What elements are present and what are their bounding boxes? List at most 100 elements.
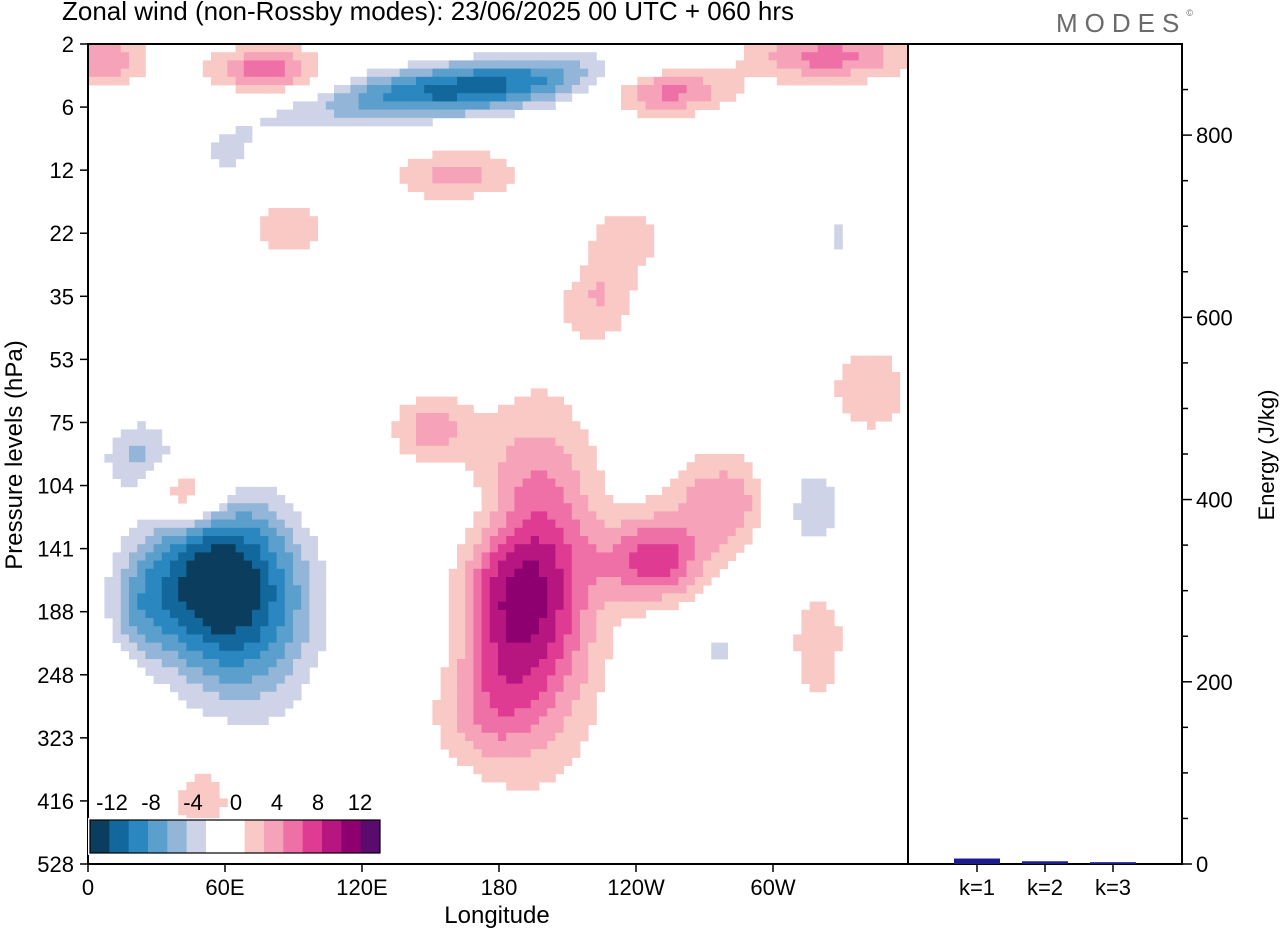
heatmap-cell: [817, 618, 827, 627]
heatmap-cell: [268, 626, 277, 635]
heatmap-cell: [719, 560, 728, 570]
heatmap-cell: [276, 659, 286, 668]
heatmap-cell: [284, 683, 294, 693]
heatmap-cell: [793, 52, 802, 61]
heatmap-cell: [727, 470, 737, 479]
heatmap-cell: [555, 765, 564, 775]
heatmap-cell: [588, 626, 597, 635]
heatmap-cell: [194, 650, 204, 660]
heatmap-cell: [867, 44, 876, 53]
colorbar-label: -8: [141, 790, 161, 815]
heatmap-cell: [506, 773, 515, 783]
heatmap-cell: [186, 642, 195, 652]
heatmap-cell: [637, 85, 646, 94]
heatmap-cell: [588, 552, 597, 561]
heatmap-cell: [612, 322, 622, 332]
heatmap-cell: [801, 478, 810, 488]
heatmap-cell: [211, 708, 220, 717]
heatmap-cell: [350, 85, 359, 94]
heatmap-cell: [506, 560, 515, 570]
heatmap-cell: [301, 536, 310, 545]
heatmap-cell: [473, 93, 482, 102]
heatmap-cell: [580, 577, 589, 586]
heatmap-cell: [317, 101, 327, 110]
heatmap-cell: [481, 626, 491, 635]
heatmap-cell: [670, 585, 679, 594]
heatmap-cell: [301, 675, 310, 684]
heatmap-cell: [235, 700, 245, 709]
heatmap-cell: [481, 757, 491, 766]
heatmap-cell: [793, 503, 802, 512]
heatmap-cell: [522, 462, 532, 471]
heatmap-cell: [596, 511, 605, 520]
heatmap-cell: [678, 85, 687, 94]
heatmap-cell: [440, 413, 450, 422]
heatmap-cell: [407, 421, 417, 430]
heatmap-cell: [407, 93, 417, 102]
heatmap-cell: [457, 626, 466, 635]
heatmap-cell: [104, 454, 113, 463]
heatmap-cell: [686, 68, 696, 78]
heatmap-cell: [809, 503, 819, 512]
heatmap-cell: [596, 249, 605, 258]
heatmap-cell: [629, 273, 638, 283]
heatmap-cell: [842, 363, 851, 373]
heatmap-cell: [752, 60, 761, 69]
heatmap-cell: [809, 634, 819, 643]
heatmap-cell: [670, 85, 679, 94]
heatmap-cell: [621, 544, 630, 553]
heatmap-cell: [489, 749, 499, 758]
heatmap-cell: [563, 749, 573, 758]
heatmap-cell: [211, 790, 220, 799]
heatmap-cell: [211, 593, 220, 602]
heatmap-cell: [621, 281, 630, 291]
heatmap-cell: [735, 470, 745, 479]
heatmap-cell: [826, 52, 835, 61]
heatmap-cell: [489, 650, 499, 660]
heatmap-cell: [235, 683, 245, 693]
heatmap-cell: [178, 536, 187, 545]
heatmap-cell: [309, 585, 318, 594]
heatmap-cell: [547, 429, 556, 438]
heatmap-cell: [293, 585, 302, 594]
heatmap-cell: [637, 601, 646, 611]
heatmap-cell: [252, 511, 261, 520]
heatmap-cell: [457, 577, 466, 586]
heatmap-cell: [744, 470, 753, 479]
heatmap-cell: [785, 76, 794, 86]
heatmap-cell: [653, 101, 663, 110]
heatmap-cell: [309, 626, 318, 635]
heatmap-cell: [202, 60, 212, 69]
heatmap-cell: [276, 527, 286, 537]
heatmap-cell: [252, 527, 261, 537]
heatmap-cell: [662, 560, 671, 570]
heatmap-cell: [571, 290, 581, 299]
heatmap-cell: [161, 544, 171, 553]
heatmap-cell: [243, 609, 253, 619]
heatmap-cell: [457, 601, 466, 611]
heatmap-cell: [629, 527, 638, 537]
heatmap-cell: [530, 716, 540, 725]
heatmap-cell: [530, 396, 540, 406]
heatmap-cell: [670, 577, 679, 586]
heatmap-cell: [498, 716, 507, 725]
heatmap-cell: [662, 85, 671, 94]
heatmap-cell: [448, 150, 458, 160]
heatmap-cell: [506, 486, 515, 496]
heatmap-cell: [407, 167, 417, 176]
heatmap-cell: [891, 52, 901, 61]
heatmap-cell: [268, 691, 277, 701]
heatmap-cell: [580, 716, 589, 725]
heatmap-cell: [506, 527, 515, 537]
heatmap-cell: [284, 240, 294, 250]
heatmap-cell: [678, 577, 687, 586]
heatmap-cell: [514, 601, 523, 611]
heatmap-cell: [703, 93, 712, 102]
heatmap-cell: [235, 691, 245, 701]
heatmap-cell: [334, 101, 343, 110]
heatmap-cell: [186, 585, 195, 594]
heatmap-cell: [465, 454, 474, 463]
heatmap-cell: [498, 650, 507, 660]
heatmap-cell: [539, 52, 548, 61]
heatmap-cell: [522, 470, 532, 479]
